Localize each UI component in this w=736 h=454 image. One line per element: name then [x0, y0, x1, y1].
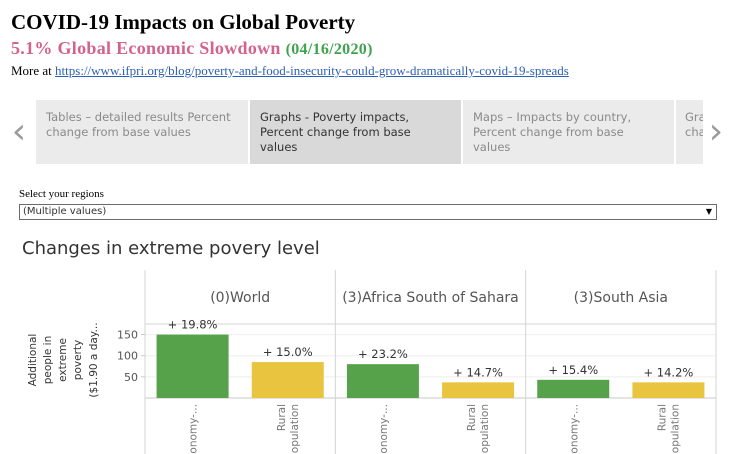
y-axis-title-line: ($1.90 a day...: [88, 322, 100, 397]
y-tick-label: 150: [117, 329, 138, 342]
carousel-prev-button[interactable]: ‹: [9, 112, 29, 152]
bar-value-label: + 19.8%: [168, 318, 218, 332]
bar-value-label: + 15.0%: [263, 345, 313, 359]
category-label: opulation: [479, 404, 491, 453]
category-label: opulation: [289, 404, 301, 453]
y-axis-title-line: extreme: [57, 338, 69, 382]
tab-more[interactable]: Gra chang: [676, 100, 703, 164]
panel-title: (3)South Asia: [574, 290, 668, 306]
category-label: conomy-...: [568, 404, 580, 454]
page-title: COVID-19 Impacts on Global Poverty: [11, 10, 356, 34]
category-label: opulation: [669, 404, 681, 453]
category-label: conomy-...: [188, 404, 200, 454]
region-select[interactable]: (Multiple values) ▼: [19, 204, 717, 220]
y-axis-title-line: Additional: [27, 334, 39, 387]
subtitle-date: (04/16/2020): [285, 41, 373, 58]
region-select-label: Select your regions: [19, 188, 104, 200]
carousel-next-button[interactable]: ›: [706, 112, 726, 152]
more-prefix: More at: [11, 63, 52, 78]
chevron-left-icon: ‹: [11, 111, 27, 152]
tab-maps[interactable]: Maps – Impacts by country, Percent chang…: [463, 100, 674, 164]
subtitle-text: 5.1% Global Economic Slowdown: [11, 38, 281, 58]
more-info: More at https://www.ifpri.org/blog/pover…: [11, 63, 569, 79]
category-label: Rural: [656, 404, 668, 431]
y-axis-title-line: poverty: [72, 340, 84, 380]
caret-down-icon: ▼: [705, 207, 712, 216]
subtitle: 5.1% Global Economic Slowdown (04/16/202…: [11, 38, 373, 59]
bar: [442, 382, 515, 398]
category-label: Rural: [276, 404, 288, 431]
bar-value-label: + 14.2%: [644, 365, 694, 379]
bar-value-label: + 15.4%: [548, 363, 598, 377]
category-label: Rural: [466, 404, 478, 431]
category-label: conomy-...: [378, 404, 390, 454]
chart-title: Changes in extreme povery level: [22, 238, 320, 259]
bar: [537, 379, 610, 398]
panel-title: (0)World: [210, 290, 270, 306]
bar: [632, 382, 705, 398]
source-link[interactable]: https://www.ifpri.org/blog/poverty-and-f…: [55, 63, 569, 78]
tab-graphs[interactable]: Graphs - Poverty impacts, Percent change…: [250, 100, 461, 164]
chevron-right-icon: ›: [708, 111, 724, 152]
y-tick-label: 50: [124, 371, 138, 384]
bar: [346, 364, 419, 398]
tab-tables[interactable]: Tables – detailed results Percent change…: [36, 100, 248, 164]
y-axis-title-line: people in: [42, 336, 54, 385]
bar: [251, 362, 324, 398]
bar-value-label: + 14.7%: [453, 365, 503, 379]
region-select-value: (Multiple values): [23, 206, 107, 217]
panel-title: (3)Africa South of Sahara: [342, 290, 519, 306]
bar-value-label: + 23.2%: [358, 347, 408, 361]
y-tick-label: 100: [117, 350, 138, 363]
bar: [156, 334, 229, 398]
